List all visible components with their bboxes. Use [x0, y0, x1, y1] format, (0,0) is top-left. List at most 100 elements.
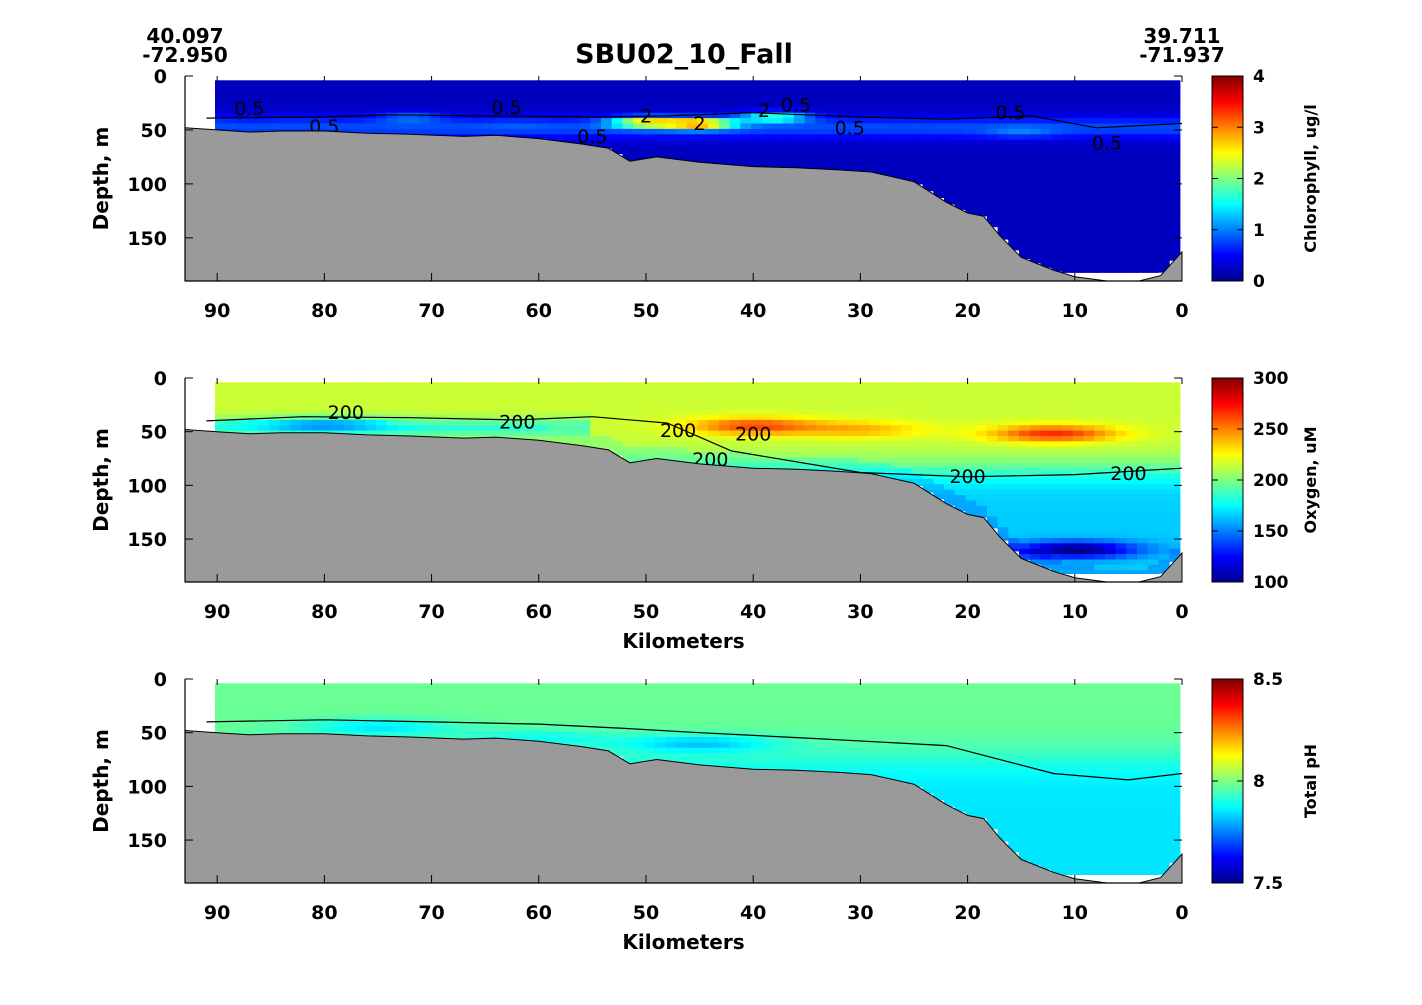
data-cell — [1094, 548, 1106, 555]
data-cell — [1126, 694, 1138, 700]
data-cell — [815, 763, 827, 770]
data-cell — [933, 91, 945, 98]
data-cell — [740, 134, 752, 141]
data-cell — [1169, 242, 1181, 249]
data-cell — [1115, 252, 1127, 259]
data-cell — [1094, 500, 1106, 507]
data-cell — [740, 101, 752, 108]
data-cell — [1137, 753, 1149, 760]
data-cell — [954, 484, 966, 491]
data-cell — [1008, 532, 1020, 539]
data-cell — [590, 425, 602, 432]
data-cell — [793, 441, 806, 448]
data-cell — [1115, 715, 1127, 722]
data-cell — [901, 101, 913, 108]
data-cell — [1029, 758, 1042, 765]
data-cell — [386, 683, 398, 690]
data-cell — [601, 107, 613, 114]
data-cell — [665, 398, 677, 405]
data-cell — [901, 683, 913, 690]
data-cell — [257, 80, 270, 87]
data-cell — [354, 419, 366, 426]
data-cell — [622, 107, 634, 114]
data-cell — [986, 85, 999, 92]
data-cell — [1115, 538, 1127, 544]
data-cell — [1072, 839, 1084, 845]
data-cell — [268, 688, 280, 695]
data-cell — [933, 387, 945, 394]
data-cell — [1019, 532, 1031, 539]
data-cell — [1008, 683, 1020, 690]
data-cell — [944, 737, 956, 743]
data-cell — [826, 452, 838, 459]
data-cell — [729, 382, 741, 389]
data-cell — [1094, 220, 1106, 227]
data-cell — [450, 387, 463, 394]
data-cell — [933, 489, 945, 496]
data-cell — [1051, 258, 1063, 265]
data-cell — [1169, 96, 1181, 103]
data-cell — [1169, 484, 1181, 491]
data-cell — [847, 419, 859, 426]
data-cell — [761, 715, 774, 722]
data-cell — [1115, 769, 1127, 776]
data-cell — [450, 430, 463, 437]
data-cell — [633, 747, 645, 754]
data-cell — [847, 387, 859, 394]
data-cell — [879, 710, 891, 717]
data-cell — [997, 769, 1009, 776]
data-cell — [386, 425, 398, 432]
data-cell — [997, 177, 1009, 184]
data-cell — [1158, 468, 1170, 475]
data-cell — [1104, 128, 1117, 135]
data-cell — [1019, 193, 1031, 200]
data-cell — [740, 155, 752, 162]
data-cell — [1104, 527, 1117, 534]
data-cell — [986, 107, 999, 114]
data-cell — [375, 107, 388, 114]
data-cell — [1051, 817, 1063, 824]
data-cell — [1008, 118, 1020, 125]
data-cell — [1051, 737, 1063, 743]
data-cell — [1083, 715, 1095, 722]
data-cell — [729, 742, 741, 749]
data-cell — [890, 80, 902, 87]
data-cell — [311, 112, 323, 119]
data-cell — [740, 398, 752, 405]
data-cell — [257, 425, 270, 432]
data-cell — [225, 393, 237, 399]
data-cell — [901, 452, 913, 459]
data-cell — [740, 107, 752, 114]
data-cell — [1072, 425, 1084, 432]
data-cell — [525, 85, 538, 92]
data-cell — [418, 403, 430, 410]
data-cell — [1169, 247, 1181, 254]
data-cell — [590, 694, 602, 700]
data-cell — [933, 101, 945, 108]
data-cell — [976, 737, 988, 743]
data-cell — [686, 758, 698, 765]
data-cell — [676, 742, 688, 749]
data-cell — [1061, 570, 1074, 574]
data-cell — [1029, 231, 1042, 238]
data-cell — [1126, 554, 1138, 561]
data-cell — [1115, 85, 1127, 92]
data-cell — [676, 145, 688, 152]
data-cell — [386, 85, 398, 92]
data-cell — [986, 796, 999, 802]
data-cell — [429, 414, 441, 421]
data-cell — [997, 495, 1009, 501]
data-cell — [654, 118, 666, 125]
data-cell — [1083, 763, 1095, 770]
data-cell — [643, 425, 656, 432]
data-cell — [890, 457, 902, 464]
data-cell — [761, 161, 774, 168]
data-cell — [911, 446, 924, 453]
data-cell — [1040, 532, 1052, 539]
data-cell — [1051, 532, 1063, 539]
data-cell — [525, 710, 538, 717]
data-cell — [1061, 774, 1074, 781]
data-cell — [1094, 382, 1106, 389]
data-cell — [740, 462, 752, 469]
data-cell — [815, 446, 827, 453]
